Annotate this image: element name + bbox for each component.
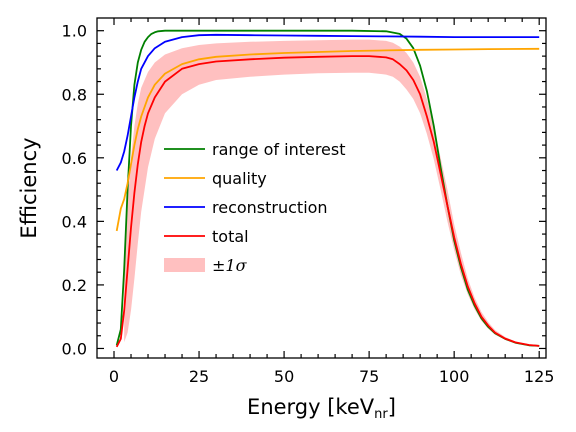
y-axis-title: Efficiency (17, 137, 41, 238)
y-tick-label: 0.8 (62, 85, 87, 104)
x-axis-title-main: Energy [keV (247, 395, 375, 419)
legend-label: range of interest (212, 140, 346, 159)
x-axis-title-subscript: nr (374, 407, 388, 422)
legend: range of interest quality reconstruction to… (164, 140, 346, 275)
x-tick-label: 100 (439, 367, 470, 386)
plot-frame (96, 17, 547, 359)
series-line-quality (115, 47, 540, 232)
y-tick-label: 1.0 (62, 22, 87, 41)
legend-label-band: ±1σ (212, 256, 248, 275)
legend-label: reconstruction (212, 198, 328, 217)
series-line-total (115, 55, 540, 348)
series-line-reconstruction (115, 33, 540, 171)
x-axis-title-close: ] (388, 395, 396, 419)
sigma-band (124, 39, 540, 347)
sigma-band-layer (124, 39, 540, 347)
legend-label: total (212, 227, 249, 246)
x-tick-label: 75 (359, 367, 379, 386)
series-layer (115, 29, 540, 348)
y-tick-label: 0.2 (62, 276, 87, 295)
x-tick-label: 25 (189, 367, 209, 386)
x-tick-label: 125 (524, 367, 555, 386)
ticks-layer: 0 25 50 75 100 125 0.0 0.2 0.4 0.6 0.8 1.0 (62, 18, 555, 386)
x-axis-title: Energy [keVnr] (247, 395, 396, 422)
legend-label: quality (212, 169, 267, 188)
x-tick-label: 50 (274, 367, 294, 386)
x-tick-label: 0 (109, 367, 119, 386)
y-tick-label: 0.4 (62, 212, 87, 231)
y-tick-label: 0.6 (62, 149, 87, 168)
y-tick-label: 0.0 (62, 339, 87, 358)
legend-swatch-band (164, 258, 205, 272)
